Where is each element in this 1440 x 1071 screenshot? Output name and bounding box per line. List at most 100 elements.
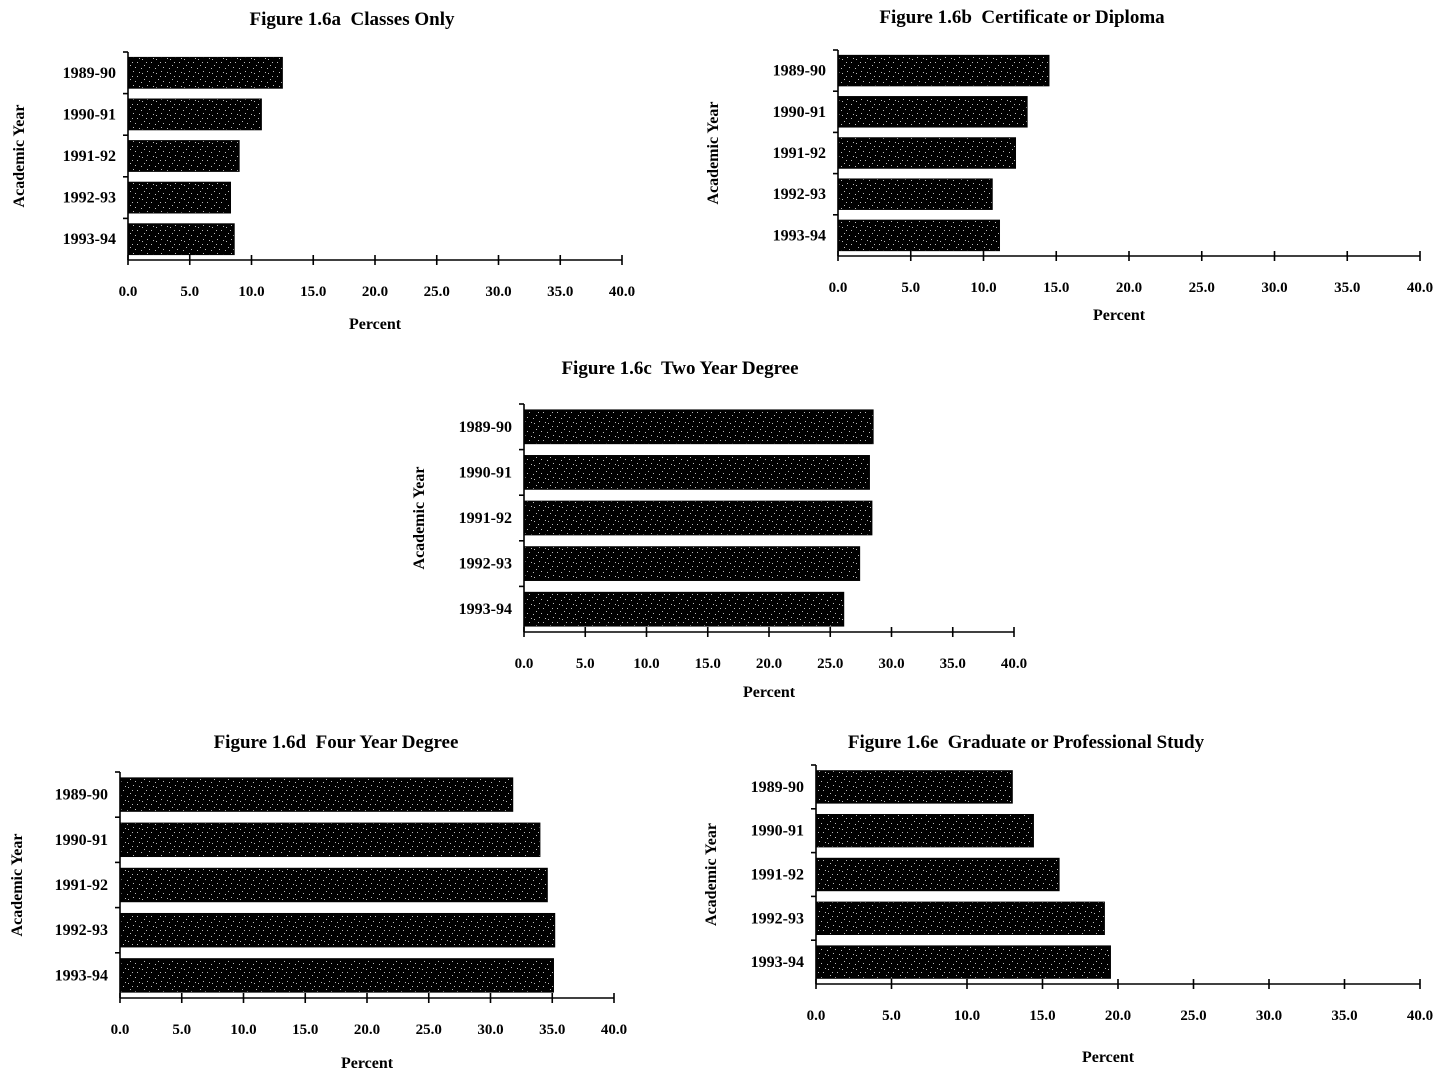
y-axis-label: Academic Year <box>705 102 722 205</box>
x-tick-label: 0.0 <box>119 284 138 300</box>
x-tick-label: 25.0 <box>1189 280 1215 296</box>
x-axis-label: Percent <box>1082 1049 1135 1066</box>
x-tick-label: 20.0 <box>1105 1008 1131 1024</box>
y-axis-label: Academic Year <box>411 467 428 570</box>
category-label: 1989-90 <box>773 63 826 80</box>
category-label: 1991-92 <box>773 145 826 162</box>
bar-1991-92 <box>128 140 240 172</box>
x-tick-label: 30.0 <box>477 1022 503 1038</box>
bar-1992-93 <box>838 178 993 210</box>
x-tick-label: 15.0 <box>1043 280 1069 296</box>
x-tick-label: 25.0 <box>1180 1008 1206 1024</box>
x-axis-label: Percent <box>349 316 402 333</box>
x-tick-label: 40.0 <box>1407 280 1433 296</box>
category-label: 1992-93 <box>63 190 116 207</box>
x-tick-label: 10.0 <box>238 284 264 300</box>
x-tick-label: 35.0 <box>940 656 966 672</box>
category-label: 1993-94 <box>55 967 108 984</box>
x-tick-label: 10.0 <box>633 656 659 672</box>
x-tick-label: 10.0 <box>970 280 996 296</box>
bar-1991-92 <box>120 867 548 903</box>
category-label: 1990-91 <box>459 464 512 481</box>
x-tick-label: 15.0 <box>292 1022 318 1038</box>
category-label: 1992-93 <box>459 556 512 573</box>
x-tick-label: 20.0 <box>756 656 782 672</box>
category-label: 1993-94 <box>773 227 826 244</box>
x-tick-label: 25.0 <box>424 284 450 300</box>
x-tick-label: 10.0 <box>230 1022 256 1038</box>
chart-panel-2: Figure 1.6b Certificate or Diploma 1989-9… <box>705 7 1433 324</box>
x-axis-label: Percent <box>1093 307 1146 324</box>
chart-title: Figure 1.6b Certificate or Diploma <box>879 7 1165 28</box>
x-tick-label: 0.0 <box>807 1008 826 1024</box>
bar-1992-93 <box>128 181 232 214</box>
x-tick-label: 0.0 <box>111 1022 130 1038</box>
x-tick-label: 40.0 <box>1001 656 1027 672</box>
x-tick-label: 35.0 <box>539 1022 565 1038</box>
bar-1989-90 <box>838 54 1050 87</box>
category-label: 1992-93 <box>773 186 826 203</box>
x-tick-label: 40.0 <box>609 284 635 300</box>
category-label: 1989-90 <box>55 787 108 804</box>
category-label: 1989-90 <box>63 65 116 82</box>
category-label: 1990-91 <box>63 106 116 123</box>
bar-1993-94 <box>120 958 554 993</box>
x-tick-label: 30.0 <box>878 656 904 672</box>
x-tick-label: 25.0 <box>416 1022 442 1038</box>
bar-1990-91 <box>816 813 1034 848</box>
chart-title: Figure 1.6c Two Year Degree <box>561 358 798 379</box>
category-label: 1991-92 <box>55 877 108 894</box>
bar-1991-92 <box>524 500 873 536</box>
category-label: 1992-93 <box>751 910 804 927</box>
x-tick-label: 25.0 <box>817 656 843 672</box>
x-tick-label: 0.0 <box>515 656 534 672</box>
bar-1991-92 <box>816 857 1060 892</box>
category-label: 1991-92 <box>459 510 512 527</box>
bar-1989-90 <box>524 409 874 445</box>
bar-1990-91 <box>524 455 870 490</box>
x-tick-label: 15.0 <box>695 656 721 672</box>
x-axis-label: Percent <box>341 1055 394 1071</box>
x-tick-label: 0.0 <box>829 280 848 296</box>
x-tick-label: 35.0 <box>1331 1008 1357 1024</box>
category-label: 1990-91 <box>751 823 804 840</box>
bar-1992-93 <box>816 901 1105 936</box>
category-label: 1993-94 <box>751 954 804 971</box>
x-tick-label: 40.0 <box>1407 1008 1433 1024</box>
bar-1993-94 <box>128 223 235 256</box>
x-tick-label: 30.0 <box>485 284 511 300</box>
x-tick-label: 5.0 <box>180 284 199 300</box>
x-tick-label: 5.0 <box>901 280 920 296</box>
bar-1993-94 <box>524 591 845 627</box>
x-tick-label: 30.0 <box>1261 280 1287 296</box>
chart-panel-5: Figure 1.6e Graduate or Professional Stu… <box>703 732 1433 1066</box>
bar-1990-91 <box>128 98 262 131</box>
x-tick-label: 10.0 <box>954 1008 980 1024</box>
x-tick-label: 20.0 <box>354 1022 380 1038</box>
x-tick-label: 5.0 <box>882 1008 901 1024</box>
chart-panel-4: Figure 1.6d Four Year Degree 1989-90 1990-… <box>9 732 627 1071</box>
y-axis-label: Academic Year <box>11 105 28 208</box>
x-tick-label: 5.0 <box>172 1022 191 1038</box>
bar-1989-90 <box>128 56 283 89</box>
bar-1993-94 <box>838 219 1001 252</box>
chart-panel-3: Figure 1.6c Two Year Degree 1989-90 1990-9… <box>411 358 1027 701</box>
category-label: 1993-94 <box>63 231 116 248</box>
bar-1991-92 <box>838 137 1017 169</box>
bar-1990-91 <box>838 96 1028 128</box>
chart-panel-1: Figure 1.6a Classes Only 1989-90 1990-91 19… <box>11 9 635 333</box>
chart-title: Figure 1.6a Classes Only <box>250 9 455 30</box>
chart-title: Figure 1.6e Graduate or Professional Stu… <box>848 732 1205 753</box>
bar-1993-94 <box>816 945 1111 979</box>
bar-1990-91 <box>120 822 541 858</box>
category-label: 1992-93 <box>55 922 108 939</box>
category-label: 1989-90 <box>459 419 512 436</box>
bar-1989-90 <box>816 770 1013 804</box>
bar-1989-90 <box>120 777 514 812</box>
chart-title: Figure 1.6d Four Year Degree <box>214 732 459 753</box>
bar-1992-93 <box>120 912 556 948</box>
x-tick-label: 20.0 <box>362 284 388 300</box>
x-tick-label: 15.0 <box>1029 1008 1055 1024</box>
category-label: 1991-92 <box>751 867 804 884</box>
